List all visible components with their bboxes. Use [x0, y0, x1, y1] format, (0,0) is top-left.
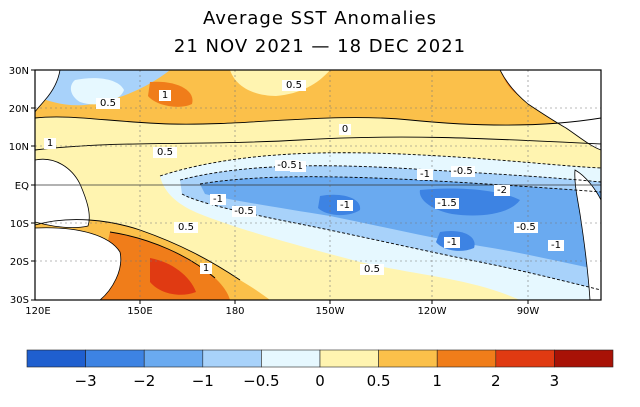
colorbar-segment [202, 349, 262, 368]
colorbar-segment [554, 349, 614, 368]
colorbar-tick-label: −1 [192, 372, 214, 390]
north-central-patch [230, 70, 330, 96]
lat-label: 30N [9, 66, 29, 77]
colorbar-tick-label: 0.5 [367, 372, 391, 390]
svg-text:-1: -1 [213, 194, 223, 205]
contour-label: -1 [210, 194, 226, 205]
south-america-landmass [574, 169, 601, 300]
svg-text:-1.5: -1.5 [437, 198, 457, 209]
svg-text:-0.5: -0.5 [516, 222, 536, 233]
svg-text:0.5: 0.5 [364, 264, 380, 275]
contour-line [159, 152, 601, 177]
svg-text:-0.5: -0.5 [234, 206, 254, 217]
svg-text:0.5: 0.5 [100, 98, 116, 109]
contour-label: 1 [159, 90, 171, 101]
contour-label: -0.5 [451, 166, 475, 177]
southwest-hot-core [150, 258, 196, 295]
svg-text:0.5: 0.5 [157, 147, 173, 158]
contour-label: -1.5 [435, 198, 459, 209]
svg-text:-1: -1 [447, 237, 457, 248]
colorbar-tick-label: 3 [550, 372, 560, 390]
contour-label: -0.5 [232, 206, 256, 217]
lat-label: 20N [9, 104, 29, 115]
contour-label: -0.5 [514, 222, 538, 233]
colorbar-segment [26, 349, 86, 368]
colorbar-tick-label: 0 [315, 372, 325, 390]
australia-landmass [35, 227, 122, 300]
svg-text:-1: -1 [340, 200, 350, 211]
lat-label: EQ [15, 181, 29, 192]
contour-label: 0.5 [360, 264, 384, 275]
lat-label: 30S [10, 295, 29, 306]
svg-text:1: 1 [47, 138, 53, 149]
contour-line [35, 136, 601, 151]
contour-label: 0 [339, 124, 351, 135]
latitude-labels: 30N 20N 10N EQ 10S 20S 30S [9, 66, 29, 306]
contour-label: -0.5 [275, 160, 299, 171]
colorbar: −3 −2 −1 −0.5 0 0.5 1 2 3 [26, 349, 614, 390]
maritime-continent [35, 158, 90, 229]
colorbar-tick-label: 1 [432, 372, 442, 390]
contour-label: 0.5 [282, 80, 306, 91]
colorbar-tick-label: 2 [491, 372, 501, 390]
svg-text:-1: -1 [551, 240, 561, 251]
svg-text:-0.5: -0.5 [277, 160, 297, 171]
lon-label: 90W [517, 306, 540, 317]
svg-text:1: 1 [203, 263, 209, 274]
svg-text:0.5: 0.5 [178, 222, 194, 233]
north-warm-region [35, 70, 601, 125]
svg-text:1: 1 [162, 90, 168, 101]
north-america-landmass [499, 70, 601, 151]
colorbar-segment [85, 349, 145, 368]
lat-label: 10S [10, 219, 29, 230]
lat-label: 10N [9, 142, 29, 153]
map-date-range: 21 NOV 2021 — 18 DEC 2021 [173, 36, 467, 57]
svg-text:0: 0 [342, 124, 348, 135]
lon-label: 150W [316, 306, 345, 317]
contour-label: 0.5 [174, 222, 198, 233]
contour-label: -1 [444, 237, 460, 248]
colorbar-tick-label: −0.5 [243, 372, 279, 390]
map-title: Average SST Anomalies [203, 8, 437, 29]
longitude-labels: 120E 150E 180 150W 120W 90W [25, 306, 539, 317]
svg-text:-1: -1 [420, 169, 430, 180]
contour-label: 1 [200, 263, 212, 274]
contour-label: 0.5 [153, 147, 177, 158]
colorbar-tick-label: −3 [75, 372, 97, 390]
lat-label: 20S [10, 257, 29, 268]
contour-label: -2 [494, 185, 510, 196]
contour-label: 1 [44, 138, 56, 149]
svg-text:-0.5: -0.5 [453, 166, 473, 177]
lon-label: 120E [25, 306, 50, 317]
contour-label: 0.5 [96, 98, 120, 109]
contour-label: -1 [337, 200, 353, 211]
lon-label: 150E [127, 306, 152, 317]
svg-text:-2: -2 [497, 185, 507, 196]
lon-label: 180 [225, 306, 244, 317]
colorbar-segment [378, 349, 438, 368]
colorbar-tick-label: −2 [133, 372, 155, 390]
colorbar-segment [143, 349, 204, 368]
contour-labels: -1 -1.5 -0.5 -1 -2 -1 -1 0.5 1 0.5 1 0.5… [44, 80, 564, 275]
contour-label: -1 [417, 169, 433, 180]
colorbar-segment [495, 349, 555, 368]
contour-label: -1 [548, 240, 564, 251]
colorbar-segment [319, 349, 379, 368]
north-cool-core [70, 78, 124, 105]
lon-label: 120W [418, 306, 447, 317]
colorbar-segment [436, 349, 497, 368]
colorbar-segment [261, 349, 321, 368]
axis-ticks [31, 69, 529, 304]
asia-landmass [35, 70, 61, 113]
svg-text:0.5: 0.5 [286, 80, 302, 91]
contour-line [35, 116, 601, 126]
anomaly-field: -1 -1.5 -0.5 -1 -2 -1 -1 0.5 1 0.5 1 0.5… [35, 70, 601, 300]
